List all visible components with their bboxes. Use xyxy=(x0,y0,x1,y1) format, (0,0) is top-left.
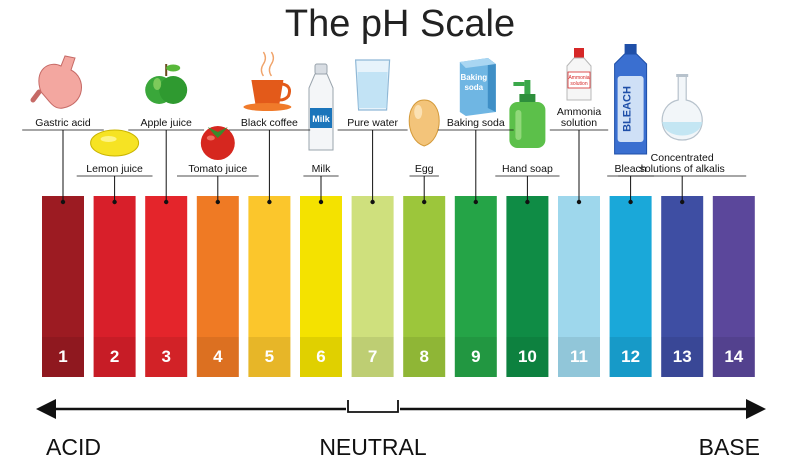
substance-label: Pure water xyxy=(347,117,398,129)
apple-icon xyxy=(145,64,188,104)
leader-dot xyxy=(215,199,220,205)
substance-label: Bleach xyxy=(615,163,647,175)
stomach-icon xyxy=(30,55,82,109)
ph-bar-shade xyxy=(403,337,446,377)
ph-bar-6 xyxy=(300,196,342,377)
ph-bar-shade xyxy=(300,337,342,377)
lemon-icon xyxy=(90,129,140,157)
leader-dot xyxy=(164,199,169,205)
ph-value-6: 6 xyxy=(316,347,325,366)
ph-bar-shade xyxy=(558,337,600,377)
svg-text:Ammonia: Ammonia xyxy=(568,75,589,81)
svg-text:Milk: Milk xyxy=(312,114,330,124)
substance-label: Tomato juice xyxy=(188,163,247,175)
leader-dot xyxy=(628,199,633,205)
ph-bar-shade xyxy=(661,337,704,377)
leader-dot xyxy=(60,199,66,205)
ph-value-11: 11 xyxy=(570,347,588,366)
substance-label: Egg xyxy=(415,163,434,175)
ph-bar-10 xyxy=(506,196,549,377)
ph-bar-shade xyxy=(196,337,239,377)
ph-bar-shade xyxy=(145,337,188,377)
soap-dispenser-icon xyxy=(509,80,546,148)
ph-bar-4 xyxy=(196,196,239,377)
substance-label: Black coffee xyxy=(241,117,298,129)
base-label: BASE xyxy=(699,434,760,460)
substance-label: Hand soap xyxy=(502,163,553,175)
ph-value-7: 7 xyxy=(368,347,377,366)
substance-label: Apple juice xyxy=(141,117,193,129)
ph-value-5: 5 xyxy=(265,347,274,366)
ph-value-10: 10 xyxy=(518,347,537,366)
egg-icon xyxy=(408,99,440,147)
substance-label: Baking soda xyxy=(447,117,505,129)
leader-dot xyxy=(525,199,530,205)
ph-bar-7 xyxy=(351,196,394,377)
leader-dot xyxy=(112,199,117,205)
ph-bar-2 xyxy=(93,196,136,377)
ph-value-12: 12 xyxy=(621,347,640,366)
bleach-bottle-icon: BLEACH xyxy=(614,44,648,155)
leader-dot xyxy=(267,199,272,205)
ph-bar-12 xyxy=(609,196,652,377)
leader-dot xyxy=(370,199,375,205)
leader-dot xyxy=(680,199,685,205)
ph-bar-8 xyxy=(403,196,446,377)
svg-text:solution: solution xyxy=(570,81,587,87)
leader-dot xyxy=(422,199,427,205)
leader-dot xyxy=(576,199,582,205)
ph-bar-shade xyxy=(42,337,84,377)
ph-value-13: 13 xyxy=(673,347,692,366)
ph-value-4: 4 xyxy=(213,347,223,366)
ph-value-9: 9 xyxy=(471,347,480,366)
svg-text:BLEACH: BLEACH xyxy=(622,86,634,132)
substance-label: Lemon juice xyxy=(86,163,143,175)
water-glass-icon xyxy=(354,59,391,111)
ph-bar-11 xyxy=(558,196,600,377)
tomato-icon xyxy=(200,126,235,160)
svg-text:soda: soda xyxy=(464,83,483,92)
ph-bar-shade xyxy=(506,337,549,377)
ph-bar-shade xyxy=(351,337,394,377)
leader-dot xyxy=(473,199,478,205)
ph-bar-14 xyxy=(712,196,755,377)
acid-base-axis: ACID NEUTRAL BASE xyxy=(36,399,766,460)
substance-label: Gastric acid xyxy=(35,117,91,129)
ph-bar-shade xyxy=(609,337,652,377)
neutral-label: NEUTRAL xyxy=(319,434,427,460)
coffee-cup-icon xyxy=(243,51,292,111)
substance-label: Milk xyxy=(312,163,331,175)
flask-icon xyxy=(661,74,703,141)
svg-text:Baking: Baking xyxy=(460,73,487,82)
ph-value-3: 3 xyxy=(161,347,170,366)
ph-bar-shade xyxy=(712,337,755,377)
ph-bar-9 xyxy=(454,196,497,377)
ph-bar-shade xyxy=(454,337,497,377)
ph-value-14: 14 xyxy=(724,347,743,366)
acid-label: ACID xyxy=(46,434,101,460)
ph-value-8: 8 xyxy=(419,347,428,366)
ph-bar-shade xyxy=(93,337,136,377)
ph-bar-1 xyxy=(42,196,84,377)
ph-bar-13 xyxy=(661,196,704,377)
substance-label: Concentrated solutions of alkalis xyxy=(640,152,725,175)
page-title: The pH Scale xyxy=(285,3,515,45)
leader-dot xyxy=(318,199,324,205)
ph-value-2: 2 xyxy=(110,347,119,366)
substance-label: Ammonia solution xyxy=(557,106,602,129)
ph-bar-3 xyxy=(145,196,188,377)
ph-value-1: 1 xyxy=(58,347,67,366)
milk-bottle-icon: Milk xyxy=(308,63,334,151)
ph-bar-shade xyxy=(248,337,291,377)
ph-bar-5 xyxy=(248,196,291,377)
